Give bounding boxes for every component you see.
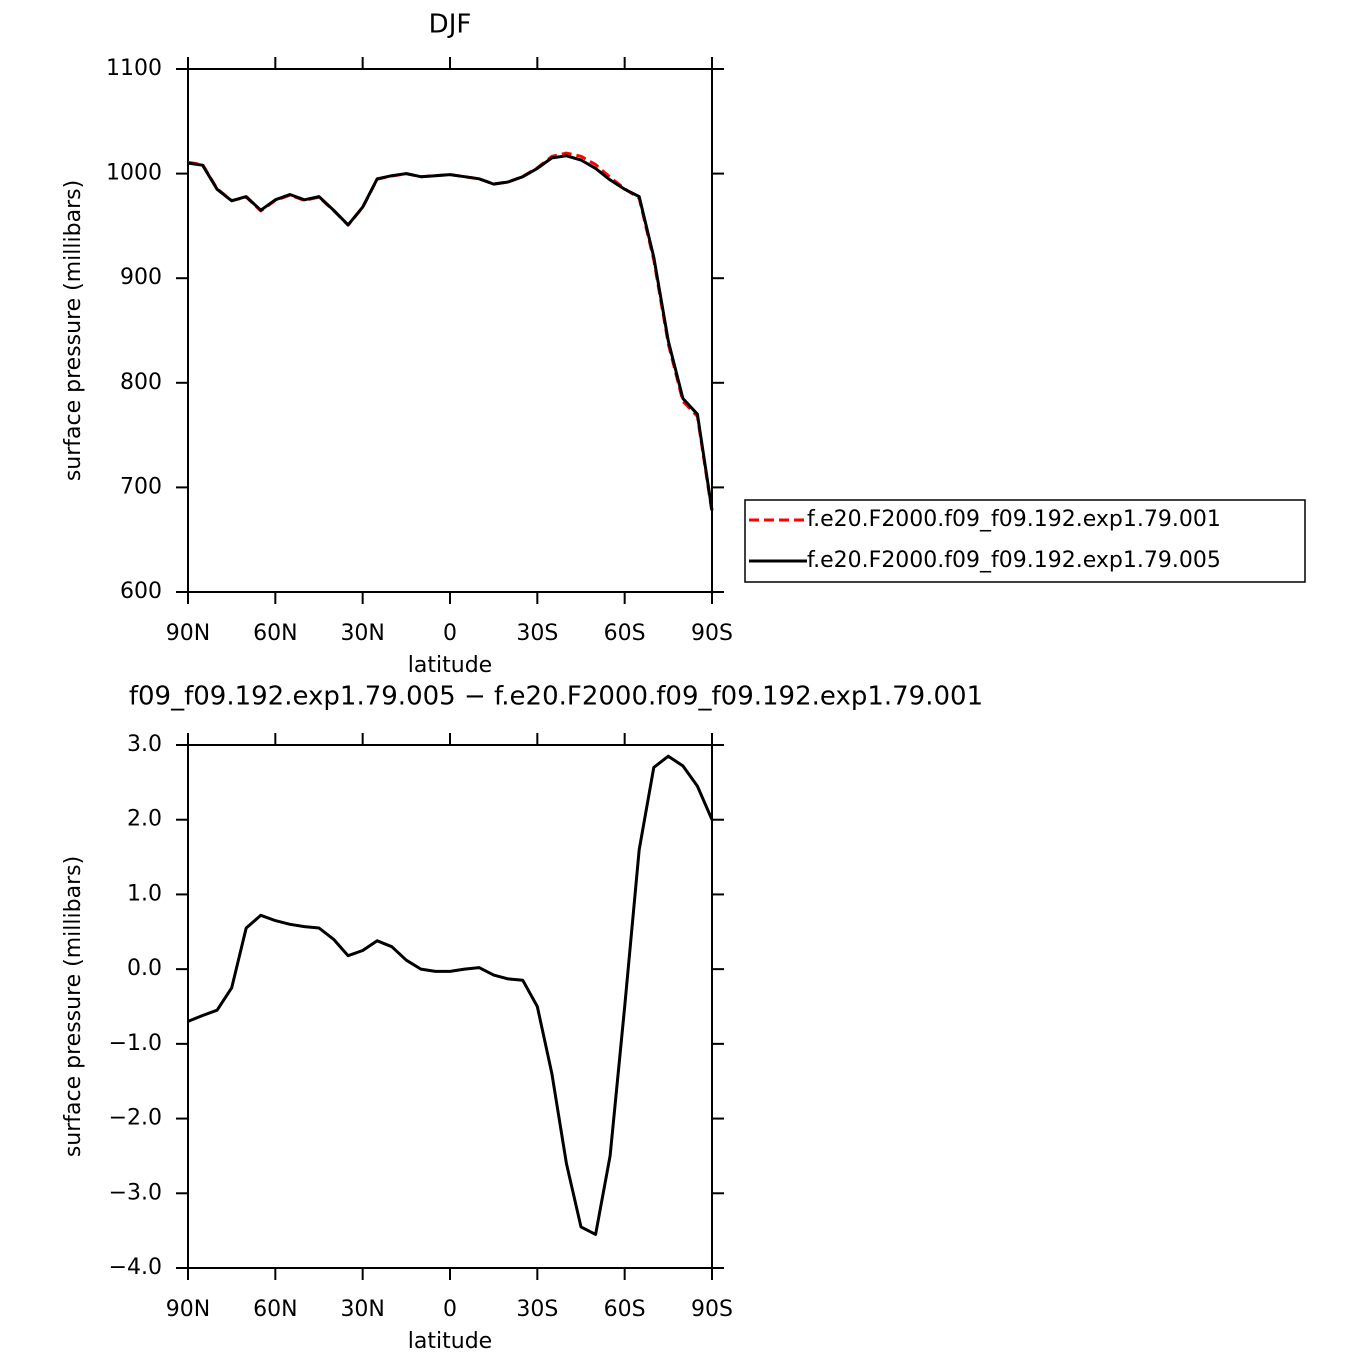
y-tick-label: 600 bbox=[120, 579, 162, 604]
data-line bbox=[187, 754, 714, 1236]
legend-label: f.e20.F2000.f09_f09.192.exp1.79.005 bbox=[807, 548, 1221, 573]
x-tick-label: 0 bbox=[443, 621, 457, 646]
x-tick-label: 90N bbox=[166, 621, 210, 646]
y-tick-label: 2.0 bbox=[127, 807, 162, 832]
x-tick-label: 60S bbox=[604, 1297, 646, 1322]
x-tick-label: 30N bbox=[340, 621, 384, 646]
y-tick-label: 0.0 bbox=[127, 956, 162, 981]
y-tick-label: 1000 bbox=[106, 161, 162, 186]
y-tick-label: 700 bbox=[120, 474, 162, 499]
x-tick-label: 30N bbox=[340, 1297, 384, 1322]
x-tick-label: 60N bbox=[253, 1297, 297, 1322]
y-tick-label: −4.0 bbox=[109, 1255, 162, 1280]
x-axis-label: latitude bbox=[408, 653, 492, 678]
chart-title: f09_f09.192.exp1.79.005 − f.e20.F2000.f0… bbox=[129, 682, 983, 712]
x-tick-label: 60S bbox=[604, 621, 646, 646]
y-axis-label: surface pressure (millibars) bbox=[61, 856, 86, 1157]
x-tick-label: 90S bbox=[691, 621, 733, 646]
y-tick-label: 900 bbox=[120, 265, 162, 290]
x-tick-label: 90N bbox=[166, 1297, 210, 1322]
plot-frame bbox=[187, 68, 713, 593]
x-tick-label: 90S bbox=[691, 1297, 733, 1322]
y-tick-label: 800 bbox=[120, 370, 162, 395]
legend-box bbox=[744, 499, 1306, 583]
x-tick-label: 30S bbox=[516, 621, 558, 646]
y-tick-label: 3.0 bbox=[127, 732, 162, 757]
x-axis-label: latitude bbox=[408, 1329, 492, 1354]
x-tick-label: 30S bbox=[516, 1297, 558, 1322]
x-tick-label: 60N bbox=[253, 621, 297, 646]
y-tick-label: 1.0 bbox=[127, 881, 162, 906]
chart-title: DJF bbox=[429, 10, 472, 40]
x-tick-label: 0 bbox=[443, 1297, 457, 1322]
y-tick-label: 1100 bbox=[106, 56, 162, 81]
y-axis-label: surface pressure (millibars) bbox=[61, 180, 86, 481]
legend-label: f.e20.F2000.f09_f09.192.exp1.79.001 bbox=[807, 507, 1221, 532]
data-line bbox=[187, 154, 714, 511]
plot-frame bbox=[187, 744, 713, 1269]
y-tick-label: −1.0 bbox=[109, 1031, 162, 1056]
y-tick-label: −2.0 bbox=[109, 1106, 162, 1131]
y-tick-label: −3.0 bbox=[109, 1180, 162, 1205]
